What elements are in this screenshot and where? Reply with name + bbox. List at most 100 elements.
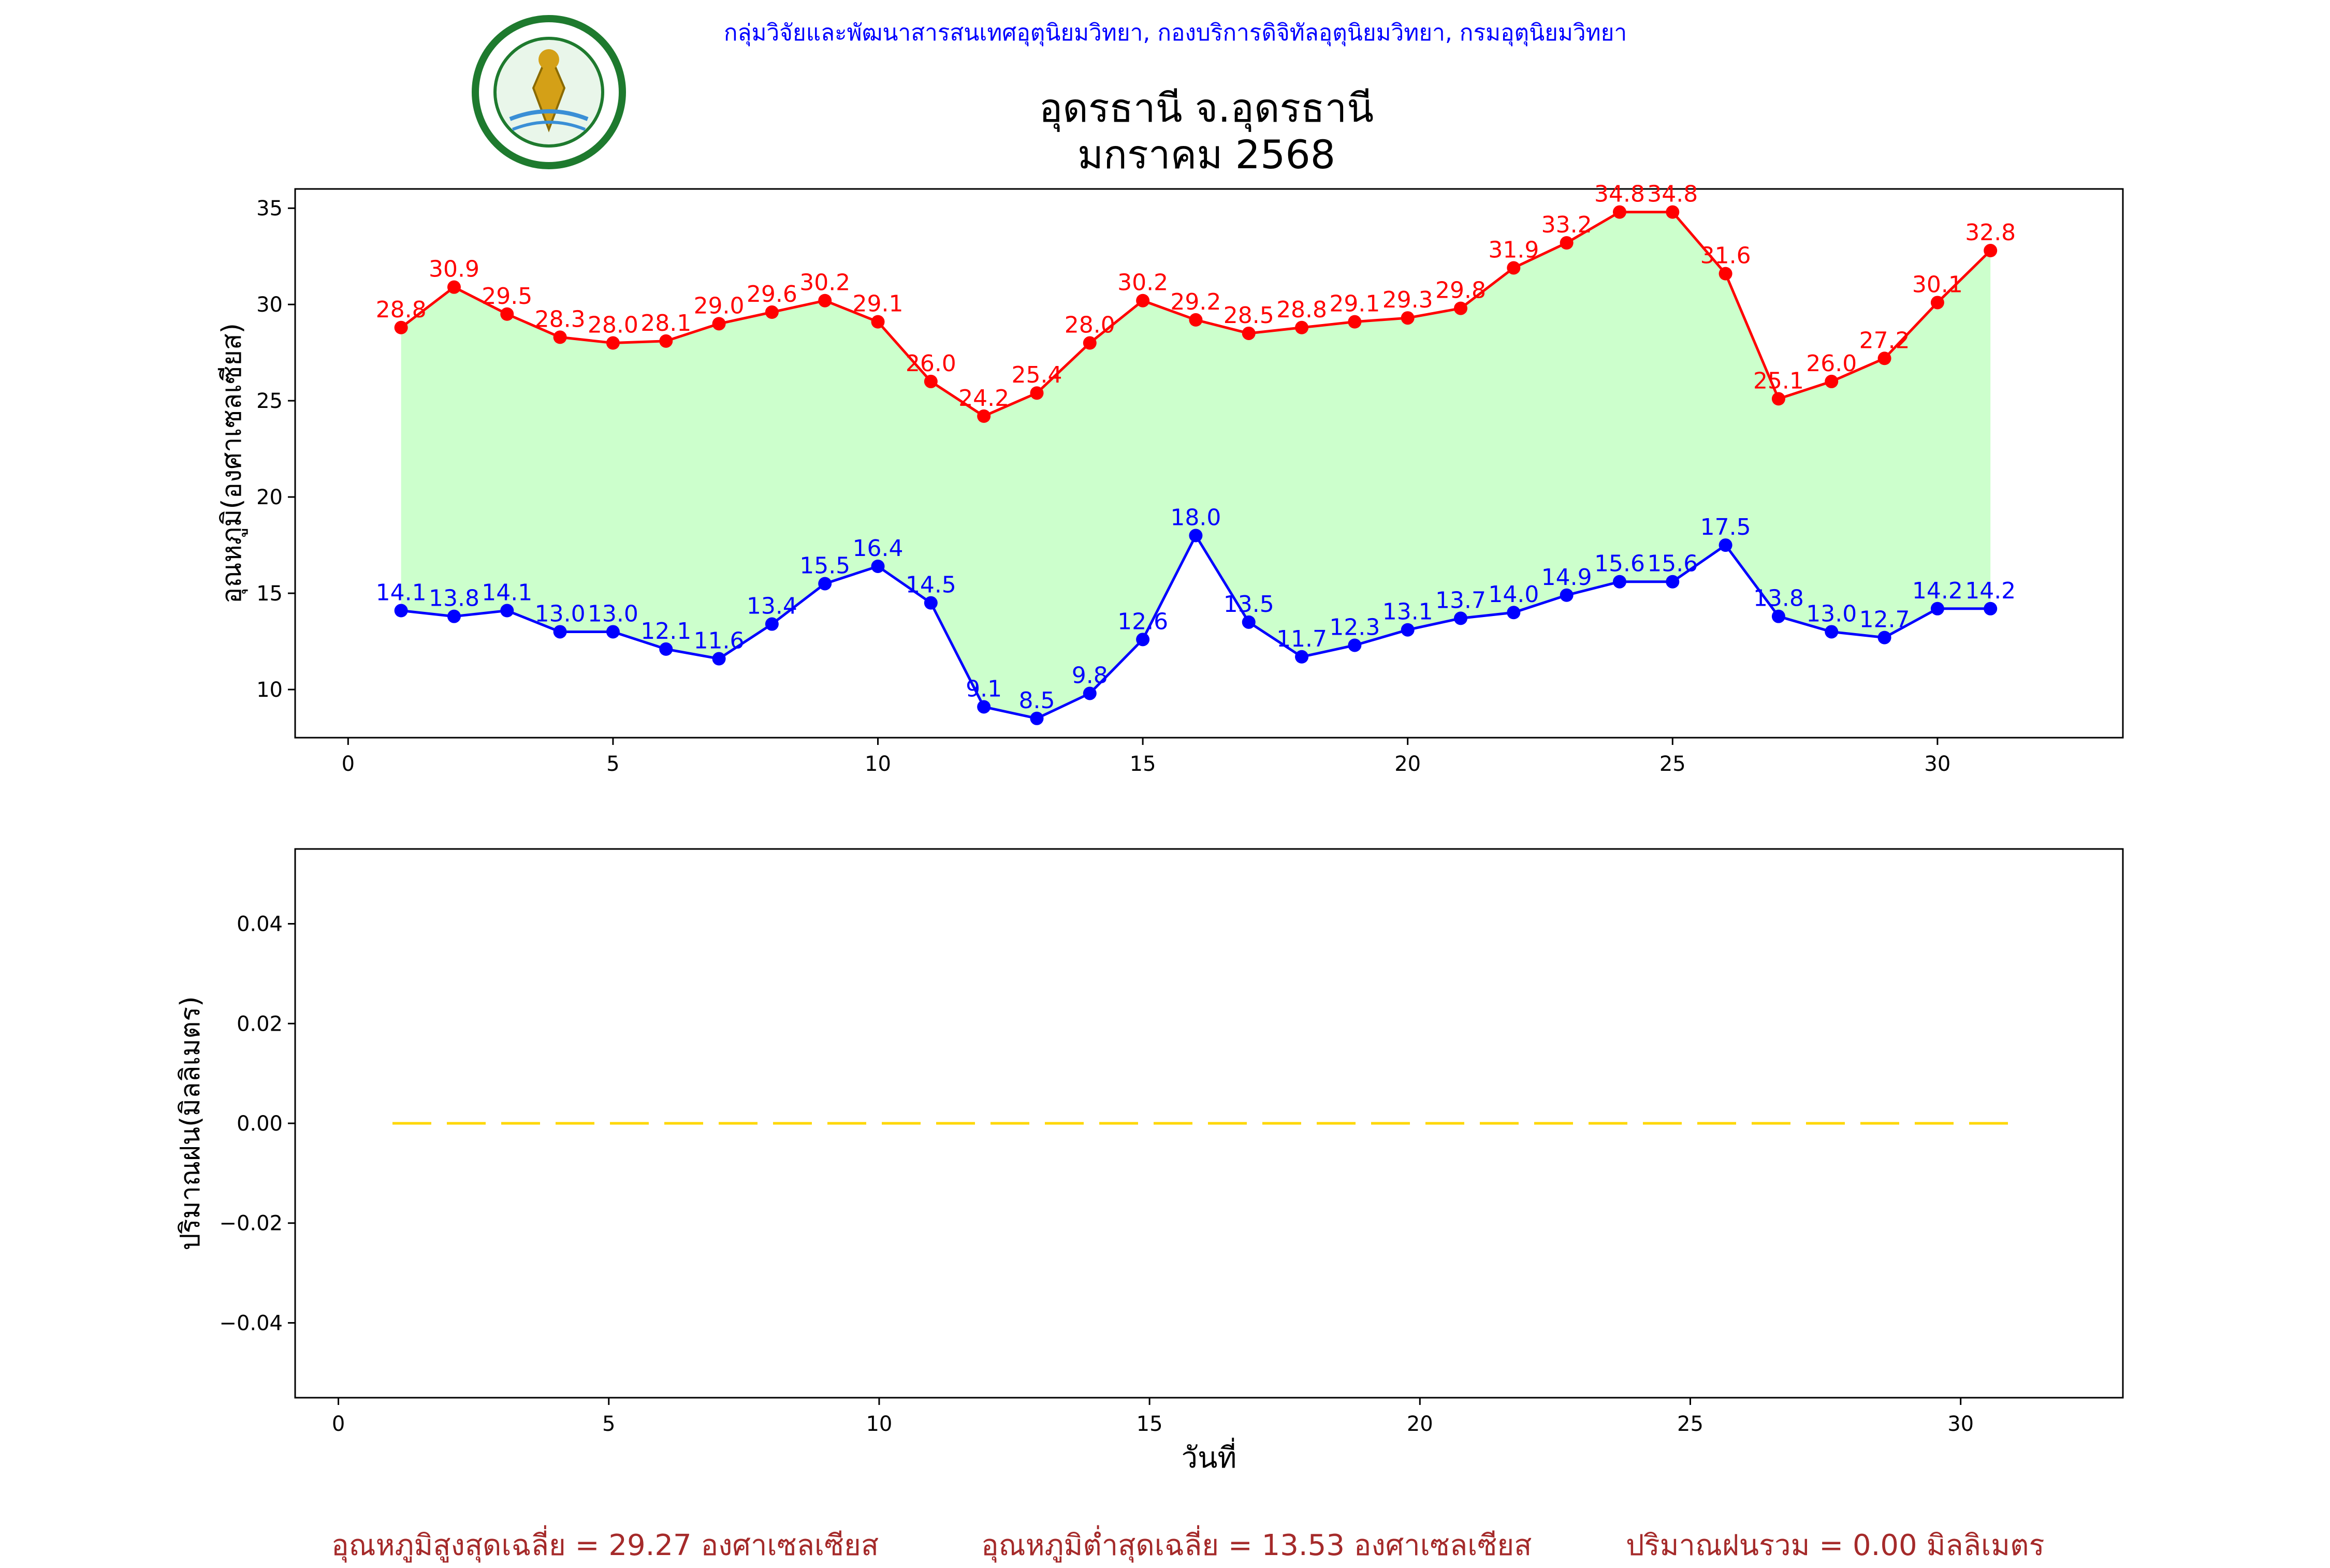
min-temperature-data-label: 17.5: [1700, 514, 1751, 540]
min-temperature-data-label: 16.4: [853, 535, 904, 562]
footer-avg-max: อุณหภูมิสูงสุดเฉลี่ย = 29.27 องศาเซลเซีย…: [331, 1529, 879, 1562]
min-temperature-data-label: 8.5: [1018, 687, 1055, 714]
min-temperature-data-label: 13.1: [1382, 599, 1433, 625]
max-temperature-data-label: 27.2: [1859, 327, 1910, 354]
min-temperature-data-label: 15.5: [799, 552, 850, 579]
max-temperature-data-label: 28.1: [640, 310, 691, 336]
min-temperature-data-label: 15.6: [1647, 551, 1698, 577]
x-tick-label: 0: [342, 752, 355, 776]
y-tick-label: −0.04: [219, 1311, 283, 1335]
min-temperature-point: [1454, 611, 1468, 625]
chart-title-line1: อุดรธานี จ.อุดรธานี: [1039, 85, 1374, 132]
max-temperature-data-label: 25.4: [1011, 362, 1062, 388]
min-temperature-point: [818, 577, 832, 591]
max-temperature-data-label: 29.2: [1170, 289, 1221, 315]
min-temperature-point: [1984, 602, 1998, 616]
min-temperature-data-label: 13.4: [747, 593, 797, 620]
min-temperature-point: [1136, 633, 1150, 647]
max-temperature-point: [1189, 313, 1203, 327]
min-temperature-data-label: 14.2: [1965, 578, 2016, 604]
temperature-panel: อุณหภูมิ(องศาเซลเซียส) 0 5 10 15 20 25 30 10 15 2…: [216, 181, 2124, 776]
min-temperature-data-label: 14.1: [376, 580, 427, 606]
max-temperature-point: [1083, 336, 1097, 350]
max-temperature-data-label: 28.8: [376, 297, 427, 323]
max-temperature-data-label: 34.8: [1594, 181, 1645, 208]
min-temperature-data-label: 14.9: [1541, 564, 1592, 591]
min-temperature-point: [500, 604, 514, 618]
max-temperature-point: [1295, 320, 1309, 334]
temperature-range-fill: [401, 212, 1991, 719]
max-temperature-point: [447, 280, 461, 294]
min-temperature-point: [1295, 650, 1309, 664]
x-tick-label: 25: [1659, 752, 1686, 776]
max-temperature-point: [1825, 374, 1839, 388]
min-temperature-point: [1877, 631, 1891, 644]
org-line: กลุ่มวิจัยและพัฒนาสารสนเทศอุตุนิยมวิทยา,…: [724, 20, 1627, 47]
min-temperature-point: [447, 609, 461, 623]
max-temperature-point: [818, 294, 832, 307]
max-temperature-point: [1136, 294, 1150, 307]
rainfall-panel: ปริมาณฝน(มิลลิเมตร) วันที่ 0 5 10 15 20 25 30 −…: [175, 848, 2124, 1475]
x-tick-label: 5: [602, 1412, 615, 1436]
max-temperature-data-label: 30.9: [429, 256, 479, 283]
max-temperature-data-label: 33.2: [1541, 212, 1592, 238]
max-temperature-point: [500, 307, 514, 321]
x-tick-label: 5: [606, 752, 619, 776]
x-tick-label: 25: [1677, 1412, 1703, 1436]
max-temperature-point: [1560, 236, 1574, 250]
x-tick-label: 30: [1924, 752, 1950, 776]
min-temperature-data-label: 12.7: [1859, 607, 1910, 633]
min-temperature-data-label: 14.5: [906, 572, 956, 598]
min-temperature-data-label: 12.1: [640, 618, 691, 644]
max-temperature-point: [1612, 205, 1626, 219]
max-temperature-point: [977, 409, 991, 423]
max-temperature-data-label: 29.8: [1435, 277, 1486, 304]
min-temperature-data-label: 11.7: [1276, 626, 1327, 652]
max-temperature-data-label: 30.2: [799, 270, 850, 296]
min-temperature-data-label: 14.0: [1488, 581, 1539, 608]
max-temperature-data-label: 29.3: [1382, 287, 1433, 313]
max-temperature-point: [712, 317, 726, 331]
max-temperature-data-label: 24.2: [958, 385, 1009, 412]
min-temperature-point: [1348, 638, 1362, 652]
max-temperature-data-label: 29.1: [853, 291, 904, 317]
min-temperature-point: [606, 625, 620, 639]
max-temperature-point: [1030, 386, 1044, 400]
footer-total-rain: ปริมาณฝนรวม = 0.00 มิลลิเมตร: [1626, 1529, 2045, 1562]
x-tick-label: 20: [1394, 752, 1421, 776]
y-tick-label: 10: [256, 678, 283, 702]
max-temperature-point: [606, 336, 620, 350]
max-temperature-data-label: 28.0: [1065, 312, 1115, 339]
temperature-plot-frame: [294, 188, 2124, 739]
y-tick-label: 0.00: [237, 1112, 283, 1136]
max-temperature-data-label: 28.3: [535, 306, 586, 332]
min-temperature-point: [1612, 575, 1626, 589]
max-temperature-point: [1666, 205, 1680, 219]
min-temperature-point: [1771, 609, 1785, 623]
min-temperature-data-label: 13.0: [588, 600, 638, 627]
max-temperature-data-label: 29.0: [694, 292, 745, 319]
max-temperature-data-label: 32.8: [1965, 219, 2016, 246]
min-temperature-point: [1083, 686, 1097, 700]
max-temperature-point: [659, 334, 673, 348]
x-tick-label: 15: [1137, 1412, 1163, 1436]
footer-avg-min: อุณหภูมิต่ำสุดเฉลี่ย = 13.53 องศาเซลเซีย…: [981, 1529, 1532, 1562]
min-temperature-data-label: 13.8: [429, 585, 479, 612]
min-temperature-point: [924, 596, 938, 610]
min-temperature-point: [659, 642, 673, 656]
min-temperature-point: [712, 652, 726, 666]
min-temperature-data-label: 12.6: [1117, 608, 1168, 635]
max-temperature-data-label: 31.9: [1488, 237, 1539, 263]
max-temperature-data-label: 34.8: [1647, 181, 1698, 208]
min-temperature-data-label: 13.8: [1753, 585, 1804, 612]
rainfall-y-axis-label: ปริมาณฝน(มิลลิเมตร): [175, 996, 206, 1250]
max-temperature-data-label: 30.1: [1912, 271, 1963, 298]
min-temperature-data-label: 13.5: [1224, 591, 1274, 618]
y-tick-label: 35: [256, 197, 283, 221]
max-temperature-data-label: 31.6: [1700, 243, 1751, 269]
max-temperature-point: [871, 315, 885, 329]
x-tick-label: 0: [332, 1412, 345, 1436]
x-tick-label: 30: [1947, 1412, 1974, 1436]
min-temperature-data-label: 9.1: [966, 676, 1002, 702]
min-temperature-point: [1825, 625, 1839, 639]
